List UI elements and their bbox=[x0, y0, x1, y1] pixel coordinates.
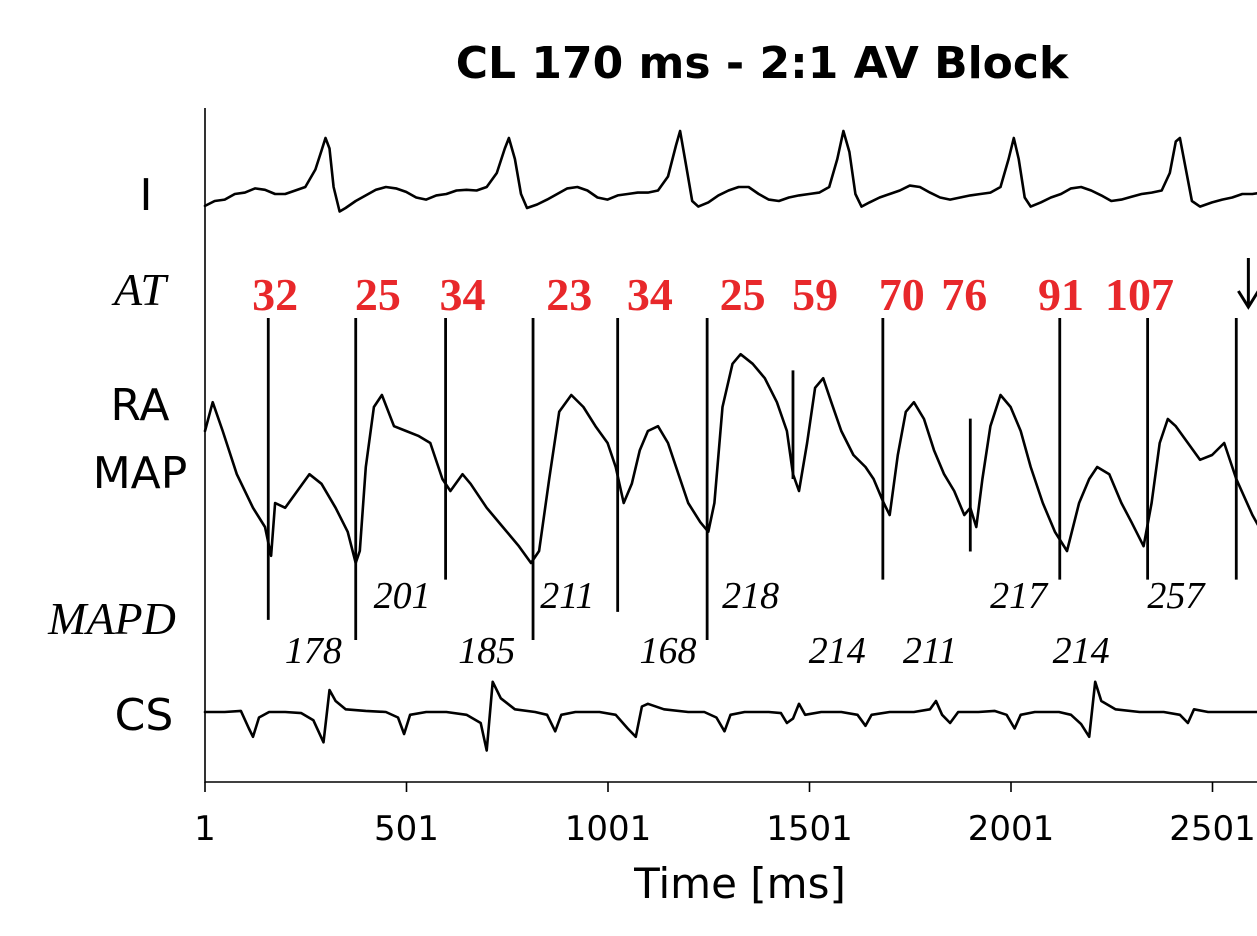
activation-time-labels: 3225342334255970769110716 bbox=[252, 269, 1174, 320]
mapd-value: 218 bbox=[722, 575, 779, 617]
activation-time-value: 34 bbox=[627, 269, 673, 320]
block-arrow-head bbox=[1237, 290, 1257, 310]
mapd-labels: 178201185211168218214211217214257249 bbox=[285, 575, 1206, 672]
mapd-value: 178 bbox=[285, 630, 342, 672]
trace-ecg_I bbox=[203, 129, 1257, 213]
activation-markers bbox=[266, 318, 1238, 640]
activation-time-value: 107 bbox=[1105, 269, 1174, 320]
row-label-at: AT bbox=[111, 264, 169, 315]
row-label-ra: RA bbox=[111, 380, 170, 431]
x-tick-label: 1501 bbox=[766, 809, 853, 849]
mapd-value: 168 bbox=[640, 630, 697, 672]
chart-title: CL 170 ms - 2:1 AV Block bbox=[456, 38, 1070, 89]
row-label-cs: CS bbox=[115, 690, 174, 741]
activation-time-value: 23 bbox=[546, 269, 592, 320]
axes bbox=[204, 108, 1257, 783]
activation-time-value: 91 bbox=[1038, 269, 1084, 320]
mapd-value: 257 bbox=[1147, 575, 1206, 617]
trace-cs bbox=[203, 680, 1257, 752]
x-tick-label: 2001 bbox=[968, 809, 1055, 849]
mapd-value: 217 bbox=[990, 575, 1049, 617]
activation-time-value: 76 bbox=[941, 269, 987, 320]
activation-time-value: 32 bbox=[252, 269, 298, 320]
x-tick-label: 2501 bbox=[1169, 809, 1256, 849]
mapd-value: 214 bbox=[809, 630, 866, 672]
x-axis-label: Time [ms] bbox=[633, 859, 846, 908]
row-label-ecg: I bbox=[140, 170, 153, 221]
activation-time-value: 34 bbox=[440, 269, 486, 320]
block-arrow bbox=[1237, 258, 1257, 310]
activation-time-value: 25 bbox=[720, 269, 766, 320]
row-label-mapd: MAPD bbox=[47, 593, 176, 644]
row-label-map: MAP bbox=[93, 448, 188, 499]
x-axis-ticks: 1 501 1001 1501 2001 2501 bbox=[194, 782, 1256, 849]
trace-ra_map bbox=[203, 352, 1257, 565]
activation-time-value: 70 bbox=[879, 269, 925, 320]
mapd-value: 214 bbox=[1053, 630, 1110, 672]
mapd-value: 185 bbox=[458, 630, 515, 672]
x-tick-label: 1 bbox=[194, 809, 216, 849]
x-tick-label: 1001 bbox=[565, 809, 652, 849]
mapd-value: 201 bbox=[374, 575, 431, 617]
mapd-value: 211 bbox=[903, 630, 957, 672]
mapd-value: 211 bbox=[540, 575, 594, 617]
activation-time-value: 59 bbox=[792, 269, 838, 320]
activation-time-value: 25 bbox=[355, 269, 401, 320]
signal-traces bbox=[203, 129, 1257, 752]
x-tick-label: 501 bbox=[374, 809, 439, 849]
